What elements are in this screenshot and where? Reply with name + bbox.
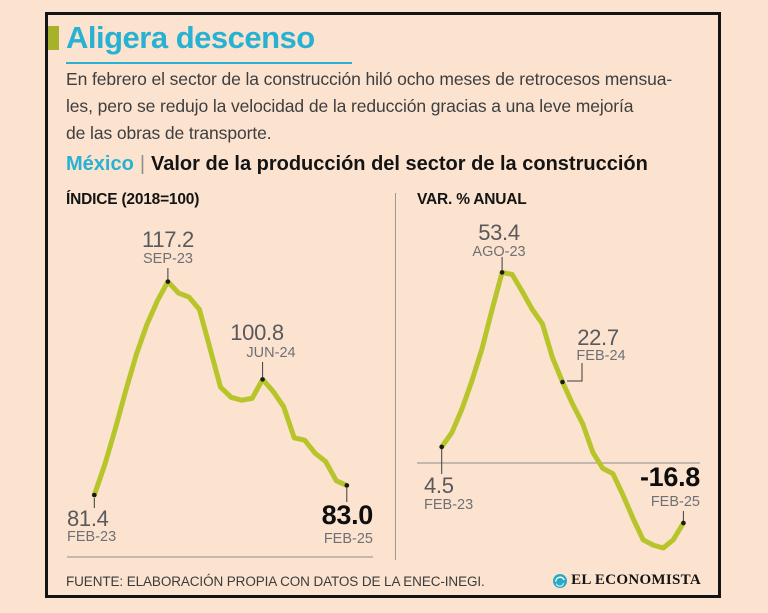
heading-separator: | bbox=[139, 153, 146, 175]
right-start-date: FEB-23 bbox=[424, 497, 474, 513]
chart-subtitle: Valor de la producción del sector de la … bbox=[151, 153, 648, 175]
annotation-dots bbox=[92, 270, 686, 526]
right-panel-title: VAR. % ANUAL bbox=[417, 191, 527, 208]
left-local-peak-value: 100.8 bbox=[230, 320, 284, 345]
left-start-value: 81.4 bbox=[67, 506, 109, 531]
annual-variation-line-series bbox=[439, 269, 686, 551]
country-label: México bbox=[66, 153, 134, 175]
right-latest-value: -16.8 bbox=[639, 462, 700, 492]
intro-line-1: En febrero el sector de la construcción … bbox=[66, 69, 673, 89]
el-economista-icon bbox=[553, 573, 568, 588]
right-feb24-value: 22.7 bbox=[577, 325, 619, 350]
brand-name: EL ECONOMISTA bbox=[571, 572, 701, 588]
left-latest-date: FEB-25 bbox=[323, 531, 373, 547]
intro-line-3: de las obras de transporte. bbox=[66, 123, 272, 143]
left-local-peak-date: JUN-24 bbox=[246, 345, 296, 361]
right-peak-date: AGO-23 bbox=[472, 244, 526, 260]
left-start-date: FEB-23 bbox=[67, 529, 117, 545]
chart-heading: México | Valor de la producción del sector… bbox=[66, 153, 648, 176]
brand-logo: EL ECONOMISTA bbox=[553, 572, 701, 589]
left-latest-value: 83.0 bbox=[321, 500, 374, 530]
panel-divider bbox=[395, 193, 396, 560]
right-feb24-date: FEB-24 bbox=[576, 348, 626, 364]
index-line-series bbox=[91, 279, 350, 498]
right-start-value: 4.5 bbox=[424, 473, 454, 498]
title-bullet bbox=[48, 26, 59, 50]
left-peak-value: 117.2 bbox=[142, 227, 194, 252]
page-title: Aligera descenso bbox=[66, 20, 315, 55]
right-peak-value: 53.4 bbox=[478, 220, 520, 245]
intro-paragraph: En febrero el sector de la construcción … bbox=[66, 66, 672, 147]
right-latest-date: FEB-25 bbox=[650, 494, 700, 510]
intro-line-2: les, pero se redujo la velocidad de la r… bbox=[66, 96, 634, 116]
card-border bbox=[45, 12, 721, 598]
source-note: FUENTE: ELABORACIÓN PROPIA CON DATOS DE … bbox=[66, 574, 485, 589]
left-panel-title: ÍNDICE (2018=100) bbox=[66, 191, 200, 208]
left-peak-date: SEP-23 bbox=[143, 251, 193, 267]
annotation-ticks bbox=[93, 257, 684, 521]
title-underline bbox=[66, 62, 352, 64]
